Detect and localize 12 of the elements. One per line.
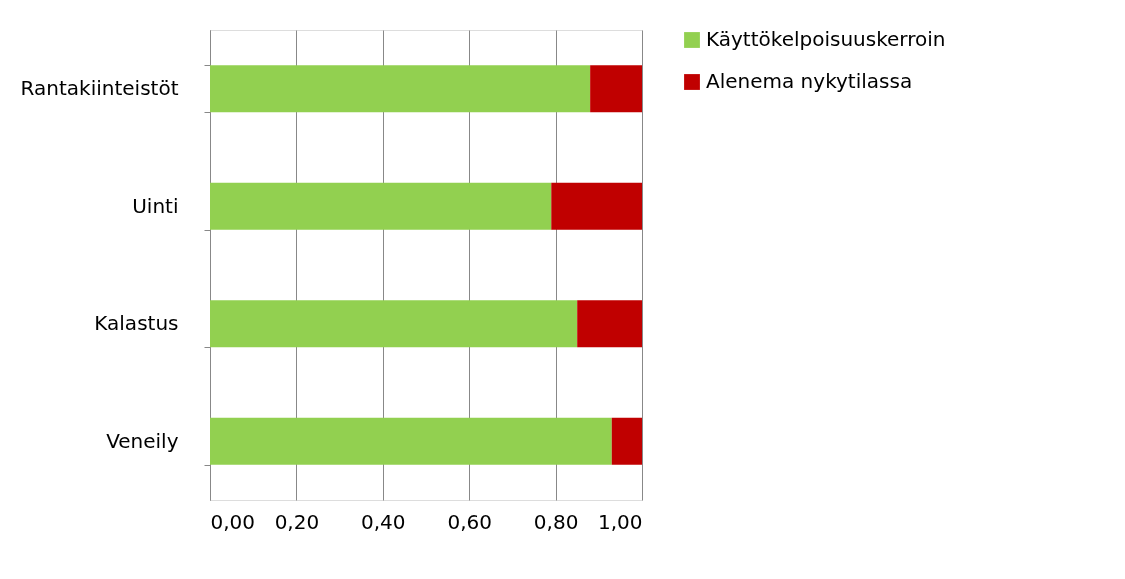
x-tick-label: 0,80 [533,509,579,534]
y-tick-label: Veneily [106,428,179,453]
legend-label: Käyttökelpoisuuskerroin [706,27,946,51]
legend-label: Alenema nykytilassa [706,69,913,93]
x-tick-label: 0,60 [447,509,492,534]
x-tick-label: 0,20 [274,509,320,534]
x-tick-label: 1,00 [597,509,643,534]
y-tick-label: Uinti [132,193,179,218]
y-tick-label: Rantakiinteistöt [20,76,179,101]
x-tick-label: 0,40 [361,509,406,534]
x-tick-label: 0,00 [210,509,256,534]
y-tick-label: Kalastus [94,311,179,336]
